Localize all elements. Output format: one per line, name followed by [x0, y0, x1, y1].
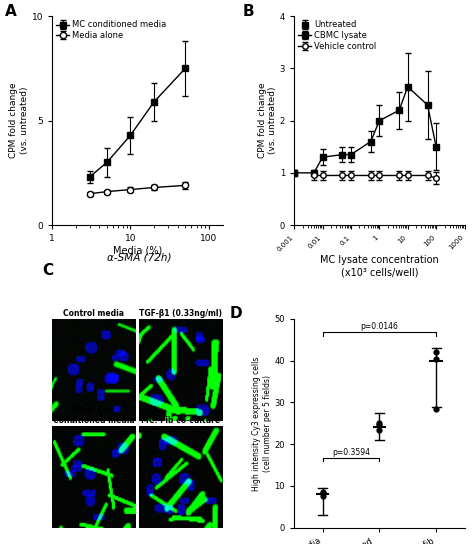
- Legend: MC conditioned media, Media alone: MC conditioned media, Media alone: [56, 21, 166, 40]
- Text: B: B: [243, 4, 255, 19]
- Text: α-SMA (72h): α-SMA (72h): [107, 253, 172, 263]
- Text: C: C: [42, 263, 53, 278]
- Title: Control media: Control media: [63, 309, 124, 318]
- Y-axis label: High intensity Cy3 expressing cells
(cell number per 5 fields): High intensity Cy3 expressing cells (cel…: [252, 356, 272, 491]
- X-axis label: Media (%): Media (%): [113, 246, 162, 256]
- Title: MC: Fib co-culture: MC: Fib co-culture: [141, 416, 220, 425]
- Y-axis label: CPM fold change
(vs. untreated): CPM fold change (vs. untreated): [9, 83, 29, 158]
- Text: p=0.0146: p=0.0146: [360, 323, 398, 331]
- Text: D: D: [229, 306, 242, 322]
- Text: A: A: [4, 4, 16, 19]
- Text: p=0.3594: p=0.3594: [332, 448, 370, 457]
- X-axis label: MC lysate concentration
(x10³ cells/well): MC lysate concentration (x10³ cells/well…: [320, 255, 439, 277]
- Legend: Untreated, CBMC lysate, Vehicle control: Untreated, CBMC lysate, Vehicle control: [298, 21, 376, 51]
- Title: TGF-β1 (0.33ng/ml): TGF-β1 (0.33ng/ml): [139, 309, 222, 318]
- Title: Mast Cell
Conditioned media: Mast Cell Conditioned media: [53, 406, 135, 425]
- Y-axis label: CPM fold change
(vs. untreated): CPM fold change (vs. untreated): [257, 83, 277, 158]
